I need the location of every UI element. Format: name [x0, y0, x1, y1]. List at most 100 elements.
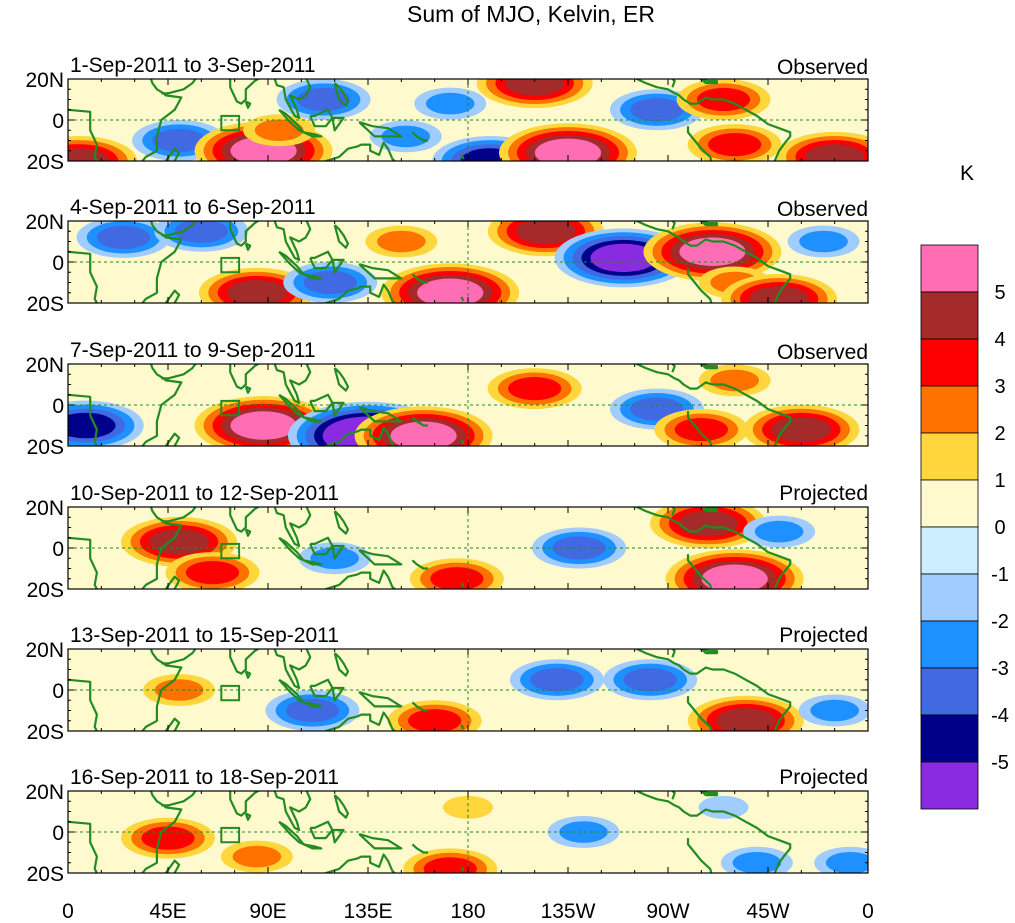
coastline [68, 536, 99, 589]
coastline [411, 131, 428, 142]
coastline [227, 507, 261, 533]
coastline [700, 507, 718, 513]
anomaly-contour [698, 795, 749, 819]
panel-status-label: Observed [777, 341, 868, 364]
coastline [333, 794, 350, 819]
colorbar-bin [920, 620, 979, 669]
coastline [161, 507, 197, 523]
coastline [635, 507, 792, 589]
anomaly-contour [749, 286, 809, 303]
coastline [68, 393, 99, 446]
coastline [68, 250, 99, 303]
anomaly-contour [559, 821, 608, 843]
colorbar-bin [920, 432, 979, 481]
anomaly-field [76, 221, 860, 303]
anomaly-contour [443, 795, 493, 819]
anomaly-contour [377, 230, 426, 253]
panel-status-label: Observed [777, 56, 868, 79]
anomaly-contour [710, 369, 759, 392]
coastline [635, 221, 792, 303]
coastline [358, 832, 403, 850]
panel-period-label: 13-Sep-2011 to 15-Sep-2011 [70, 624, 339, 647]
colorbar-bin [920, 667, 979, 716]
coastline [700, 791, 718, 797]
coastline [161, 649, 197, 665]
x-axis: 0 45E 90E 135E 180 135W 90W 45W 0 [62, 900, 874, 923]
colorbar-bin [920, 291, 979, 340]
coastline [670, 791, 676, 800]
anomaly-contour [417, 278, 484, 303]
anomaly-contour [232, 845, 282, 868]
colorbar-tick-label: 4 [994, 329, 1005, 351]
coastline [68, 820, 99, 873]
coastline [460, 582, 465, 588]
anomaly-field [121, 507, 816, 589]
coastline [358, 548, 403, 566]
coastline [333, 82, 350, 107]
coastline [434, 160, 437, 161]
coastline [324, 141, 397, 161]
anomaly-contour [152, 128, 206, 153]
coastline [331, 401, 345, 417]
coastlines [68, 649, 792, 731]
panel-status-label: Projected [779, 624, 868, 647]
coastlines [68, 79, 792, 161]
coastlines [68, 364, 792, 446]
panel-period-label: 10-Sep-2011 to 12-Sep-2011 [70, 482, 339, 505]
y-tick-label: 20S [27, 863, 64, 886]
coastline [273, 364, 312, 404]
coastline [358, 263, 403, 280]
coastline [331, 544, 345, 560]
coastline [670, 364, 676, 373]
coastline [411, 559, 428, 570]
coastline [303, 559, 323, 566]
coastline [227, 221, 261, 247]
panel-status-label: Projected [779, 766, 868, 789]
anomaly-contour [716, 707, 776, 731]
colorbar-bin [920, 244, 979, 293]
coastline [324, 853, 397, 873]
coastline [273, 79, 312, 119]
coastline [358, 406, 403, 423]
panel-period-label: 1-Sep-2011 to 3-Sep-2011 [70, 54, 316, 77]
coastline [227, 649, 261, 675]
colorbar-tick-label: 1 [994, 470, 1005, 492]
coastline [331, 828, 345, 844]
coastline [434, 872, 437, 873]
coastline [303, 416, 323, 423]
reference-box [220, 256, 241, 274]
coastline [303, 131, 323, 138]
coastline [273, 507, 312, 548]
anomaly-contour [408, 709, 462, 731]
anomaly-contour [516, 221, 576, 245]
colorbar-bin [920, 338, 979, 387]
coastline [227, 791, 261, 817]
anomaly-contour [227, 279, 287, 303]
colorbar-bin [920, 714, 979, 763]
coastline [161, 221, 197, 237]
coastline [670, 649, 676, 658]
coastline [303, 701, 323, 708]
coastlines [68, 791, 792, 873]
coastline [460, 439, 465, 445]
colorbar-tick-label: 0 [994, 517, 1005, 539]
y-tick-label: 20S [27, 721, 64, 744]
coastline [324, 426, 397, 446]
anomaly-contour [804, 144, 865, 161]
anomaly-contour [623, 668, 677, 692]
anomaly-field [68, 79, 868, 161]
coastline [635, 649, 792, 731]
coastline [411, 701, 428, 712]
x-tick-label: 135E [343, 900, 392, 923]
coastline [161, 79, 197, 95]
coastline [244, 812, 252, 821]
coastline [273, 221, 312, 261]
coastline [460, 154, 465, 160]
x-tick-label: 0 [862, 900, 874, 923]
colorbar-bin [920, 761, 979, 810]
coastline [244, 385, 252, 394]
coastline [635, 364, 792, 446]
x-tick-label: 0 [62, 900, 74, 923]
anomaly-contour [754, 520, 804, 543]
colorbar-tick-label: -1 [991, 564, 1009, 586]
